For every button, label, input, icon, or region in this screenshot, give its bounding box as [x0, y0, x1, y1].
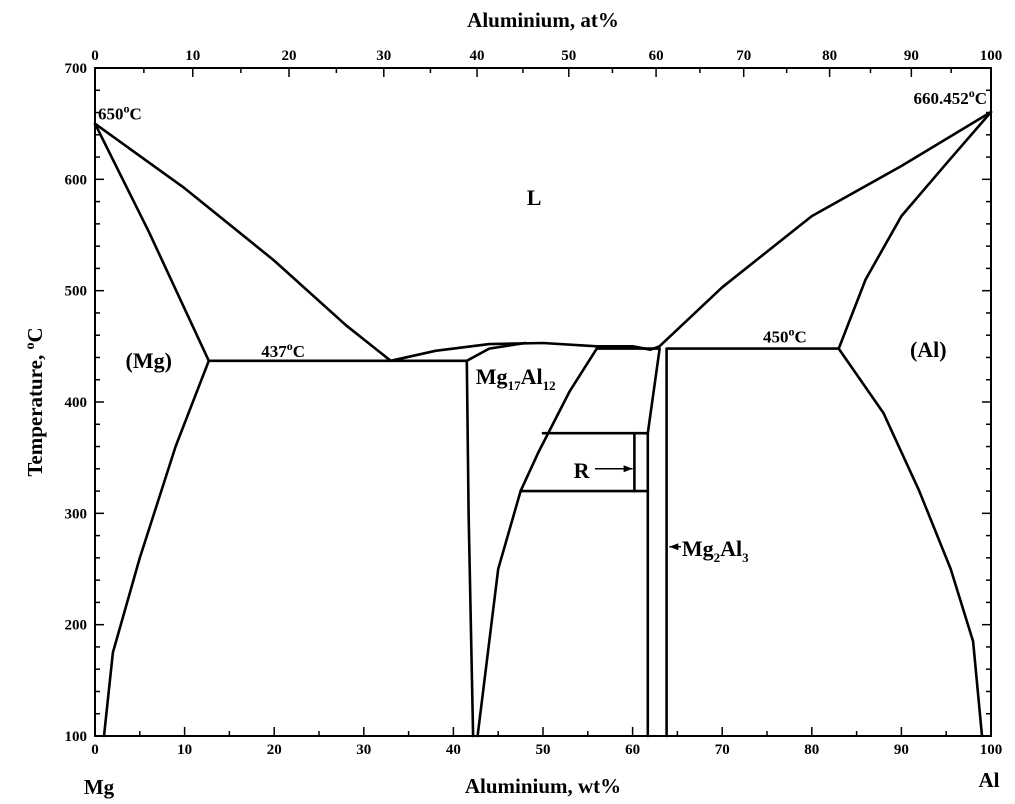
compound-subscript: 2 — [714, 550, 721, 565]
annotation-unit: C — [975, 89, 987, 108]
temperature-annotation: 450oC — [763, 324, 807, 346]
x-tick-label: 30 — [356, 742, 371, 758]
compound-element: Mg — [476, 364, 508, 389]
phase-line-liquidus-left — [93, 122, 393, 363]
annotation-value: 650 — [98, 105, 124, 124]
x-tick-label: 100 — [980, 742, 1003, 758]
phase-line-mg17al12-right — [476, 347, 599, 738]
x2-tick-label: 50 — [561, 48, 576, 64]
y-axis-label-text: Temperature, — [23, 350, 47, 477]
annotation-unit: C — [130, 105, 142, 124]
x2-axis-label: Aluminium, at% — [467, 8, 619, 32]
end-label-mg: Mg — [84, 775, 115, 799]
phase-line-beta-left — [646, 348, 661, 738]
x2-tick-label: 60 — [649, 48, 664, 64]
x2-tick-label: 40 — [470, 48, 485, 64]
annotation-degree: o — [969, 86, 975, 100]
annotation-value: 660.452 — [913, 89, 968, 108]
x2-tick-label: 90 — [904, 48, 919, 64]
x2-tick-label: 70 — [736, 48, 751, 64]
phase-line-liquidus-dome — [389, 341, 661, 363]
annotation-value: 437 — [261, 342, 287, 361]
compound-subscript: 3 — [742, 550, 749, 565]
x-tick-label: 10 — [177, 742, 192, 758]
x-tick-label: 70 — [715, 742, 730, 758]
annotation-unit: C — [795, 327, 807, 346]
annotation-value: 450 — [763, 327, 789, 346]
x-tick-label: 20 — [267, 742, 282, 758]
x-tick-label: 0 — [91, 742, 99, 758]
compound-subscript: 17 — [508, 378, 522, 393]
temperature-annotation: 660.452oC — [913, 86, 987, 108]
x2-tick-label: 30 — [376, 48, 391, 64]
phase-boundaries — [93, 110, 993, 738]
y-axis-label-unit: C — [23, 327, 47, 342]
x-tick-label: 90 — [894, 742, 909, 758]
end-label-al: Al — [979, 768, 1000, 792]
annotation-degree: o — [124, 102, 130, 116]
y-tick-label: 300 — [65, 506, 88, 522]
y-axis-label: Temperature, oC — [23, 327, 47, 476]
phase-label-liquid: L — [527, 185, 542, 210]
x2-tick-label: 100 — [980, 48, 1003, 64]
phase-line-mg17al12-left — [465, 359, 475, 738]
temperature-annotation: 437oC — [261, 339, 305, 361]
y-tick-label: 400 — [65, 395, 88, 411]
compound-element: Mg — [682, 536, 714, 561]
x2-tick-label: 80 — [822, 48, 837, 64]
y-tick-label: 500 — [65, 284, 88, 300]
phase-label-r: R — [574, 458, 591, 483]
phase-line-mg17al12-top — [465, 341, 527, 363]
y-tick-label: 700 — [65, 61, 88, 77]
x-tick-label: 60 — [625, 742, 640, 758]
compound-element: Al — [720, 536, 742, 561]
axis-ticks — [94, 67, 992, 737]
plot-frame — [94, 67, 992, 737]
phase-line-mg-solvus — [102, 359, 211, 738]
x2-tick-label: 10 — [185, 48, 200, 64]
phase-label-al: (Al) — [910, 337, 947, 362]
phase-label-mg: (Mg) — [126, 348, 172, 373]
temperature-annotation: 650oC — [98, 102, 142, 124]
x2-tick-label: 20 — [281, 48, 296, 64]
annotation-degree: o — [789, 324, 795, 338]
mg2al3-pointer-arrow-head — [669, 543, 679, 551]
compound-subscript: 12 — [543, 378, 556, 393]
phase-line-al-solidus — [837, 110, 993, 350]
phase-line-mg-solidus — [93, 122, 211, 363]
x2-tick-label: 0 — [91, 48, 99, 64]
r-pointer-arrow-head — [623, 465, 633, 473]
y-tick-label: 200 — [65, 618, 88, 634]
x-tick-label: 50 — [536, 742, 551, 758]
annotation-unit: C — [293, 342, 305, 361]
y-tick-label: 600 — [65, 172, 88, 188]
compound-label-mg17al12: Mg17Al12 — [476, 364, 556, 393]
x-axis-label: Aluminium, wt% — [465, 774, 621, 798]
y-tick-label: 100 — [65, 729, 88, 745]
x-tick-label: 80 — [804, 742, 819, 758]
compound-label-mg2al3: Mg2Al3 — [682, 536, 749, 565]
annotation-degree: o — [287, 339, 293, 353]
y-axis-label-degree: o — [23, 343, 38, 350]
phase-line-liquidus-right — [658, 110, 993, 348]
phase-line-al-solvus — [837, 347, 984, 738]
compound-element: Al — [521, 364, 543, 389]
x-tick-label: 40 — [446, 742, 461, 758]
